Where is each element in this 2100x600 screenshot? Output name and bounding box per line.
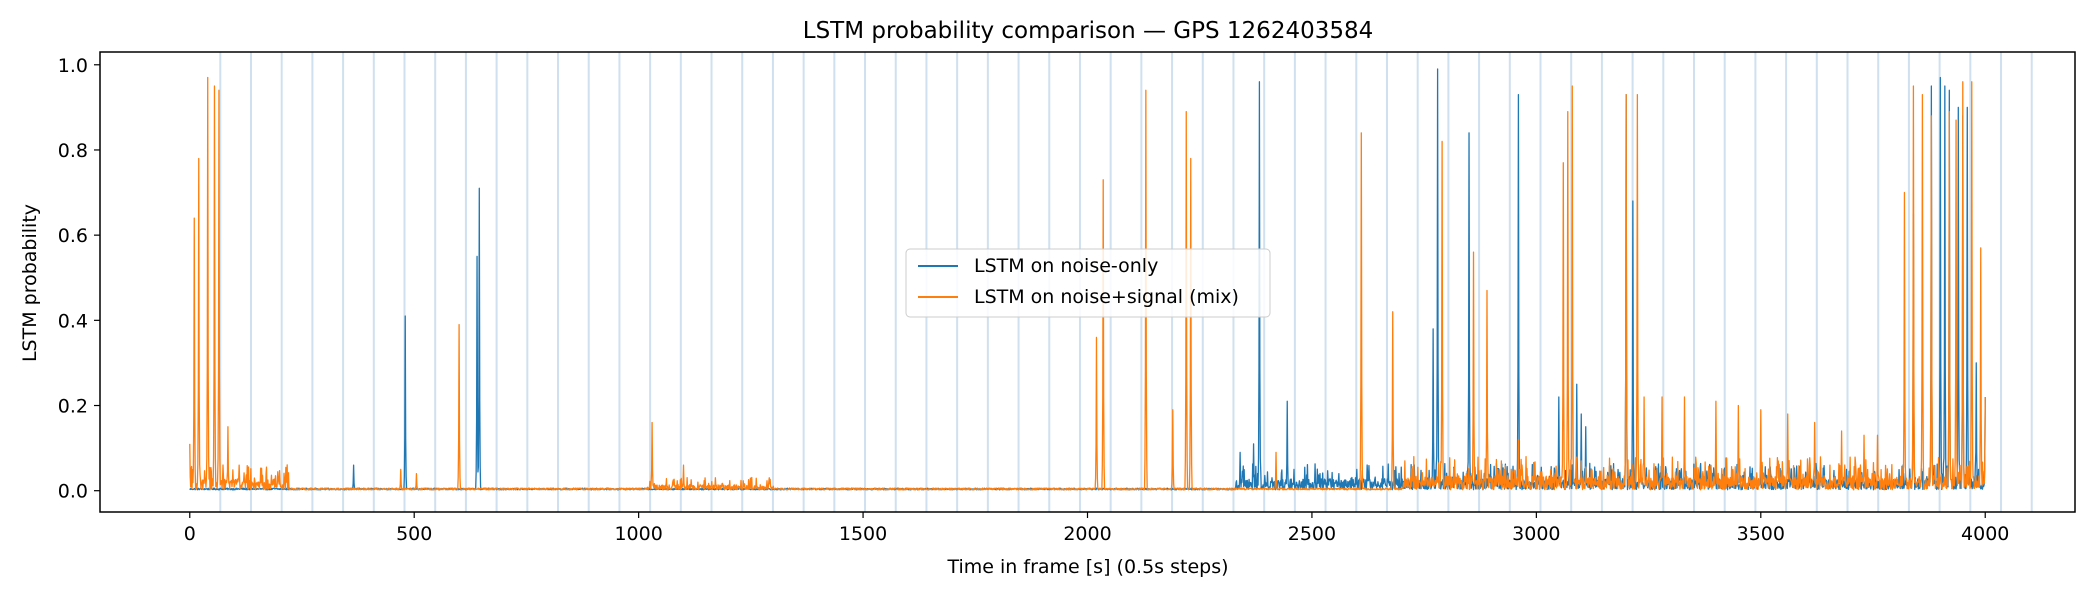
x-tick-label: 500 <box>396 523 432 545</box>
x-tick-label: 3500 <box>1737 523 1785 545</box>
y-axis-label: LSTM probability <box>19 204 41 362</box>
y-tick-label: 0.0 <box>58 481 88 503</box>
x-axis-label: Time in frame [s] (0.5s steps) <box>946 556 1228 578</box>
y-tick-label: 0.4 <box>58 310 88 332</box>
y-tick-label: 0.6 <box>58 225 88 247</box>
x-tick-label: 2000 <box>1063 523 1111 545</box>
x-axis: 0 500 1000 1500 2000 2500 3000 3500 4000 <box>184 512 2009 545</box>
x-tick-label: 0 <box>184 523 196 545</box>
y-axis: 0.0 0.2 0.4 0.6 0.8 1.0 <box>58 55 100 503</box>
series-line-mix <box>189 76 1986 491</box>
x-tick-label: 4000 <box>1961 523 2009 545</box>
y-tick-label: 0.2 <box>58 396 88 418</box>
y-tick-label: 1.0 <box>58 55 88 77</box>
legend-box <box>905 248 1271 318</box>
chart-title: LSTM probability comparison — GPS 126240… <box>803 18 1374 44</box>
legend-label-noise-only: LSTM on noise-only <box>974 255 1158 277</box>
x-tick-label: 1500 <box>839 523 887 545</box>
legend-label-mix: LSTM on noise+signal (mix) <box>974 286 1239 308</box>
y-tick-label: 0.8 <box>58 140 88 162</box>
plot-lines <box>189 68 1986 491</box>
frame-markers <box>219 52 2033 512</box>
x-tick-label: 2500 <box>1288 523 1336 545</box>
x-tick-label: 1000 <box>614 523 662 545</box>
x-tick-label: 3000 <box>1512 523 1560 545</box>
legend: LSTM on noise-only LSTM on noise+signal … <box>905 248 1271 318</box>
